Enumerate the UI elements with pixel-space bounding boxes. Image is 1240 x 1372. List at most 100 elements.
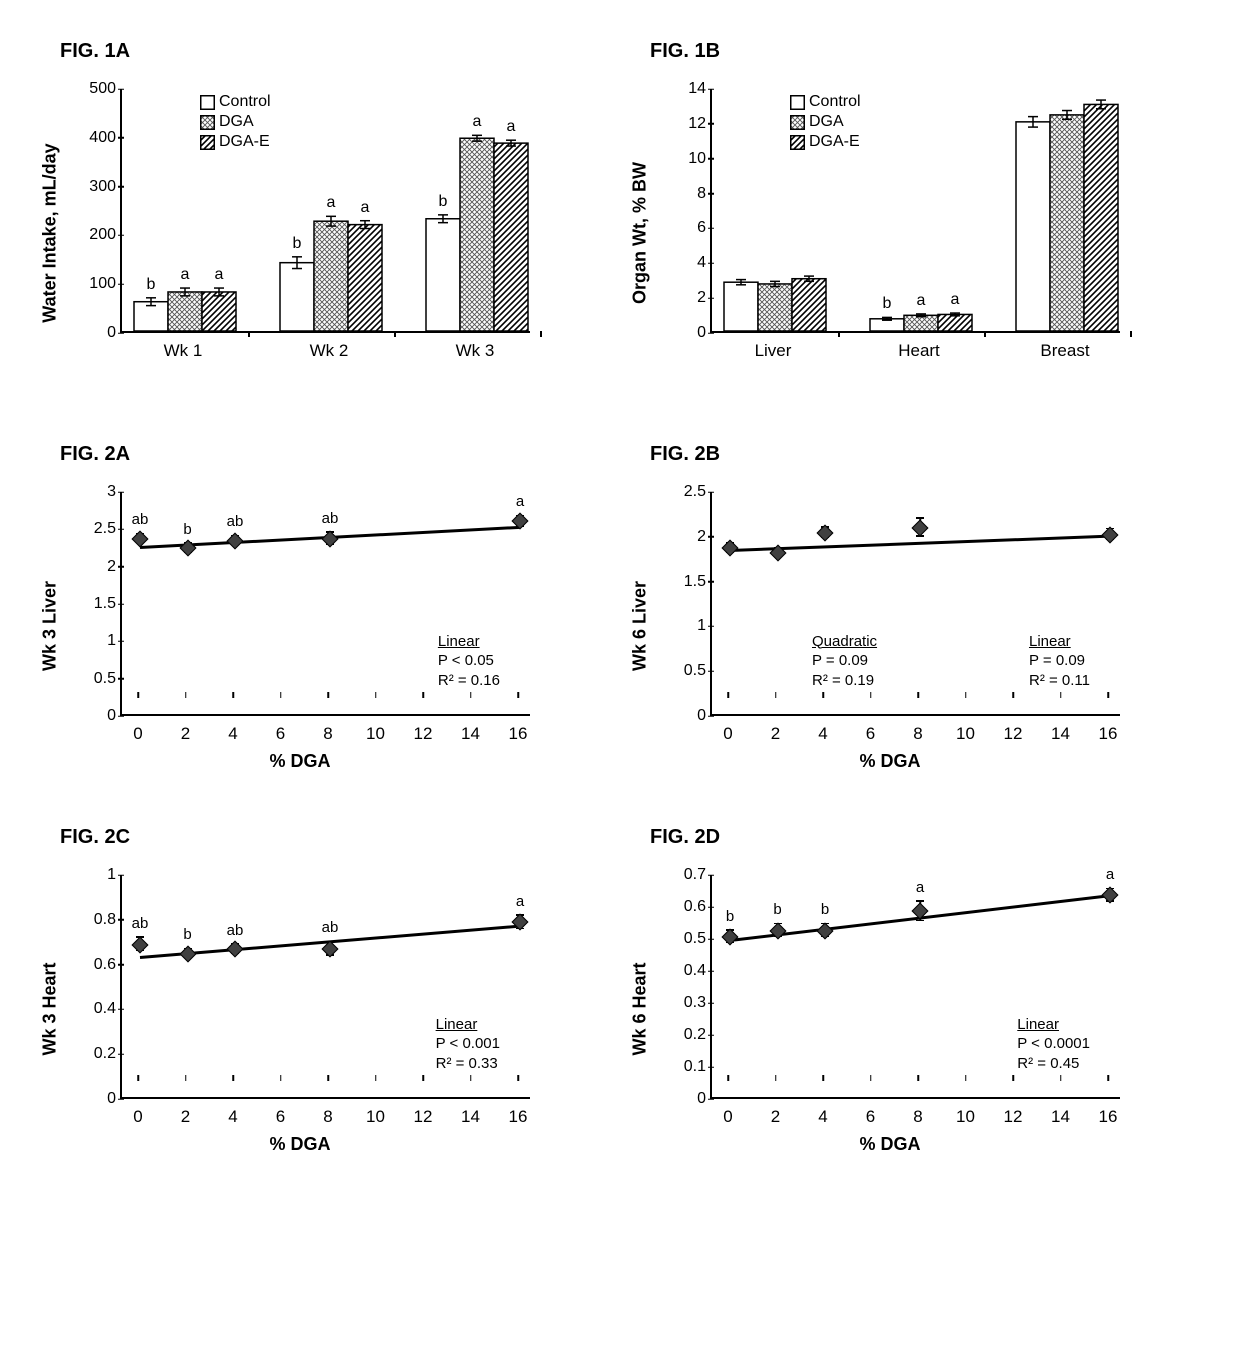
legend-item: DGA — [200, 113, 271, 131]
bar — [280, 263, 314, 331]
stat-annotation: LinearP = 0.09R² = 0.11 — [1029, 632, 1090, 691]
x-tick-label: 0 — [133, 724, 142, 744]
point-sig-label: b — [183, 926, 191, 943]
chart-1a: Water Intake, mL/day 0100200300400500 ba… — [60, 83, 540, 383]
x-tick-label: Liver — [755, 341, 792, 361]
y-tick-label: 100 — [80, 275, 116, 293]
x-tick-label: 8 — [913, 724, 922, 744]
data-point — [227, 941, 244, 958]
x-axis-label: % DGA — [859, 751, 920, 772]
point-sig-label: a — [516, 893, 524, 910]
bar — [314, 221, 348, 331]
legend-item: DGA-E — [200, 133, 271, 151]
y-tick-label: 2.5 — [670, 483, 706, 501]
bar-sig-label: b — [293, 235, 302, 253]
legend: ControlDGADGA-E — [200, 93, 271, 153]
x-ticks: 0246810121416 — [710, 1103, 1120, 1127]
stat-annotation: LinearP < 0.05R² = 0.16 — [438, 632, 500, 691]
data-point — [1102, 526, 1119, 543]
bar-sig-label: a — [181, 266, 190, 284]
legend-item: Control — [790, 93, 861, 111]
fig-title: FIG. 2D — [650, 826, 1180, 849]
y-axis-label: Wk 6 Heart — [630, 962, 651, 1055]
fig-title: FIG. 1A — [60, 40, 590, 63]
x-tick-label: 10 — [366, 1107, 385, 1127]
y-tick-label: 6 — [670, 219, 706, 237]
x-tick-label: 0 — [723, 724, 732, 744]
chart-2c: Wk 3 Heart 00.20.40.60.81 abbababaLinear… — [60, 869, 540, 1149]
chart-2d: Wk 6 Heart 00.10.20.30.40.50.60.7 bbbaaL… — [650, 869, 1130, 1149]
y-tick-label: 0 — [80, 1090, 116, 1108]
x-tick-label: 8 — [913, 1107, 922, 1127]
panel-fig-1a: FIG. 1A Water Intake, mL/day 01002003004… — [60, 40, 590, 383]
point-sig-label: a — [516, 493, 524, 510]
plot-area: abbababaLinearP < 0.05R² = 0.16 — [120, 492, 530, 716]
x-tick-label: 14 — [461, 724, 480, 744]
bar-sig-label: a — [361, 199, 370, 217]
y-tick-label: 1 — [670, 617, 706, 635]
y-tick-label: 2.5 — [80, 520, 116, 538]
panel-fig-2d: FIG. 2D Wk 6 Heart 00.10.20.30.40.50.60.… — [650, 826, 1180, 1149]
y-tick-label: 0.2 — [670, 1026, 706, 1044]
x-tick-label: 2 — [771, 1107, 780, 1127]
y-tick-label: 12 — [670, 115, 706, 133]
data-point — [722, 540, 739, 557]
data-point — [512, 914, 529, 931]
bar — [426, 219, 460, 331]
x-ticks: 0246810121416 — [120, 720, 530, 744]
legend-label: Control — [809, 93, 861, 111]
y-tick-label: 3 — [80, 483, 116, 501]
x-tick-label: 10 — [956, 1107, 975, 1127]
y-tick-label: 0 — [670, 324, 706, 342]
y-tick-label: 1.5 — [80, 595, 116, 613]
chart-2b: Wk 6 Liver 00.511.522.5 QuadraticP = 0.0… — [650, 486, 1130, 766]
y-tick-label: 1.5 — [670, 573, 706, 591]
bar-sig-label: a — [917, 292, 926, 310]
legend-item: DGA-E — [790, 133, 861, 151]
x-tick-label: 6 — [276, 724, 285, 744]
x-tick-label: 8 — [323, 724, 332, 744]
trend-line — [730, 535, 1110, 552]
fig-title: FIG. 2B — [650, 443, 1180, 466]
x-tick-label: Heart — [898, 341, 940, 361]
bar — [724, 282, 758, 331]
data-point — [322, 530, 339, 547]
point-sig-label: a — [916, 879, 924, 896]
y-tick-label: 4 — [670, 254, 706, 272]
bar-sig-label: a — [327, 194, 336, 212]
x-tick-label: 16 — [509, 1107, 528, 1127]
y-tick-label: 2 — [80, 558, 116, 576]
legend-label: DGA-E — [219, 133, 270, 151]
y-tick-label: 0.8 — [80, 911, 116, 929]
x-tick-label: 6 — [276, 1107, 285, 1127]
fig-title: FIG. 2C — [60, 826, 590, 849]
x-tick-label: 4 — [818, 724, 827, 744]
x-tick-label: 0 — [133, 1107, 142, 1127]
stat-annotation: QuadraticP = 0.09R² = 0.19 — [812, 632, 877, 691]
legend: ControlDGADGA-E — [790, 93, 861, 153]
fig-title: FIG. 2A — [60, 443, 590, 466]
point-sig-label: b — [726, 908, 734, 925]
legend-label: DGA — [219, 113, 254, 131]
y-tick-label: 10 — [670, 150, 706, 168]
bar-sig-label: a — [473, 113, 482, 131]
point-sig-label: ab — [227, 513, 244, 530]
bar-sig-label: b — [883, 295, 892, 313]
y-tick-label: 2 — [670, 528, 706, 546]
bar-sig-label: a — [215, 266, 224, 284]
panel-fig-2c: FIG. 2C Wk 3 Heart 00.20.40.60.81 abbaba… — [60, 826, 590, 1149]
data-point — [132, 936, 149, 953]
y-axis-label: Wk 6 Liver — [630, 581, 651, 671]
x-tick-label: 16 — [509, 724, 528, 744]
y-ticks: 00.511.522.53 — [80, 492, 116, 716]
data-point — [817, 525, 834, 542]
data-point — [1102, 887, 1119, 904]
point-sig-label: b — [821, 901, 829, 918]
bar — [460, 138, 494, 331]
x-tick-label: 16 — [1099, 1107, 1118, 1127]
plot-area: abbababaLinearP < 0.001R² = 0.33 — [120, 875, 530, 1099]
fig-title: FIG. 1B — [650, 40, 1180, 63]
data-point — [912, 519, 929, 536]
y-ticks: 0100200300400500 — [80, 89, 116, 333]
x-tick-label: 2 — [181, 1107, 190, 1127]
